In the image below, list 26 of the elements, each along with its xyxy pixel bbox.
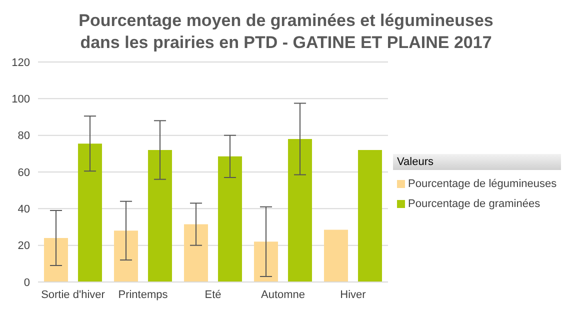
bar bbox=[44, 238, 68, 282]
legend-label: Pourcentage de graminées bbox=[408, 198, 540, 210]
y-tick-label: 80 bbox=[18, 130, 30, 142]
legend-label: Pourcentage de légumineuses bbox=[408, 178, 557, 190]
bar bbox=[148, 150, 172, 282]
bar bbox=[324, 230, 348, 282]
x-tick-label: Automne bbox=[260, 288, 306, 301]
y-tick-label: 60 bbox=[18, 166, 30, 179]
x-tick-label: Eté bbox=[204, 288, 222, 301]
bar bbox=[254, 242, 278, 282]
chart-title: Pourcentage moyen de graminées et légumineuses dans les prairies en PTD - GATINE ET PLAINE 2017 bbox=[78, 10, 494, 54]
y-tick-label: 0 bbox=[24, 276, 30, 289]
y-tick-label: 40 bbox=[18, 204, 30, 216]
y-tick-label: 120 bbox=[12, 56, 30, 69]
x-tick-label: Printemps bbox=[118, 288, 168, 301]
bar bbox=[218, 156, 242, 282]
bar bbox=[114, 230, 138, 282]
y-tick-label: 20 bbox=[18, 240, 30, 252]
bar bbox=[184, 224, 208, 282]
x-tick-label: Hiver bbox=[340, 288, 366, 301]
y-tick-label: 100 bbox=[12, 94, 30, 106]
legend-title: Valeurs bbox=[393, 154, 561, 170]
bar bbox=[358, 150, 382, 282]
bar bbox=[288, 139, 312, 282]
x-tick-label: Sortie d'hiver bbox=[41, 288, 106, 301]
bar bbox=[78, 144, 102, 282]
